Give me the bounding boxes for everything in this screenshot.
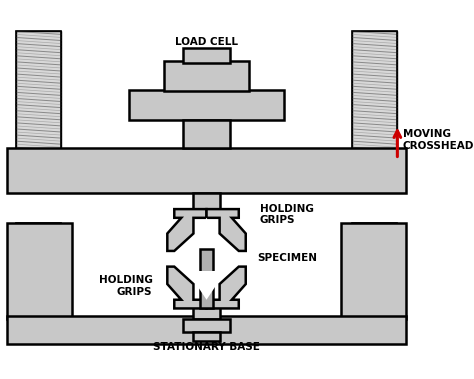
Bar xyxy=(183,48,230,63)
Polygon shape xyxy=(167,266,207,309)
Bar xyxy=(352,223,397,319)
Polygon shape xyxy=(187,271,226,300)
Bar xyxy=(16,223,61,319)
Text: STATIONARY BASE: STATIONARY BASE xyxy=(153,342,260,352)
Bar xyxy=(164,61,249,91)
Bar xyxy=(192,193,220,209)
Bar xyxy=(7,316,406,344)
Text: HOLDING
GRIPS: HOLDING GRIPS xyxy=(99,275,153,297)
Bar xyxy=(352,31,397,172)
Polygon shape xyxy=(187,218,226,247)
Bar xyxy=(192,305,220,319)
Bar xyxy=(192,332,220,341)
Polygon shape xyxy=(207,266,246,309)
Bar xyxy=(7,148,406,193)
Bar xyxy=(341,223,406,319)
Bar xyxy=(201,249,213,309)
Text: HOLDING
GRIPS: HOLDING GRIPS xyxy=(260,204,314,225)
Text: SPECIMEN: SPECIMEN xyxy=(257,253,317,263)
Text: MOVING
CROSSHEAD: MOVING CROSSHEAD xyxy=(402,130,474,151)
Bar xyxy=(16,223,61,319)
Bar xyxy=(183,319,230,332)
Polygon shape xyxy=(167,209,207,251)
Bar xyxy=(183,120,230,148)
Bar xyxy=(7,223,73,319)
Bar xyxy=(16,31,61,172)
Bar xyxy=(352,31,397,172)
Polygon shape xyxy=(207,209,246,251)
Bar xyxy=(16,31,61,172)
Text: LOAD CELL: LOAD CELL xyxy=(175,37,238,47)
Bar xyxy=(129,90,284,120)
Bar xyxy=(352,223,397,319)
